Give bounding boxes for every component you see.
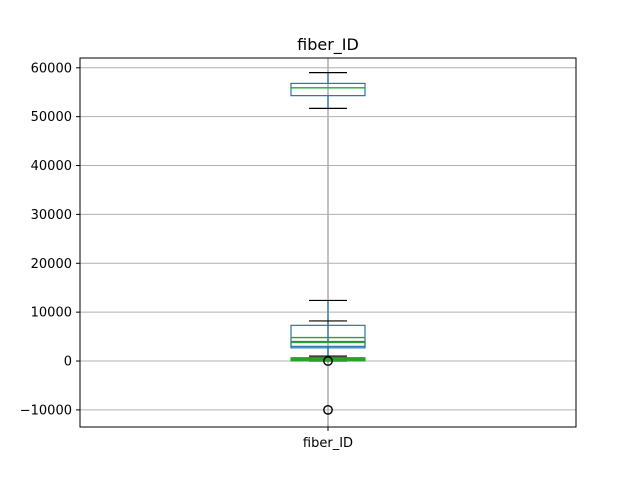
near-zero-band: [290, 357, 366, 362]
x-tick-label: fiber_ID: [303, 436, 353, 451]
y-tick-label: 40000: [31, 159, 72, 174]
chart-title: fiber_ID: [297, 35, 359, 55]
box-layer: [290, 72, 366, 415]
outlier-point: [323, 356, 333, 366]
y-tick-label: 20000: [31, 257, 72, 272]
box-group: [290, 320, 366, 357]
axis-layer: −10000 0 10000 20000 30000 40000 50000 60000 fib…: [20, 57, 577, 451]
y-tick-label: −10000: [20, 403, 72, 418]
y-tick-label: 0: [64, 355, 72, 370]
y-tick-label: 50000: [31, 110, 72, 125]
box-body: [290, 340, 366, 347]
box-body: [290, 82, 366, 97]
outlier-point: [323, 404, 333, 415]
box-group: [290, 72, 366, 109]
y-tick-label: 60000: [31, 61, 72, 76]
y-tick-label: 10000: [31, 306, 72, 321]
y-tick-label: 30000: [31, 208, 72, 223]
